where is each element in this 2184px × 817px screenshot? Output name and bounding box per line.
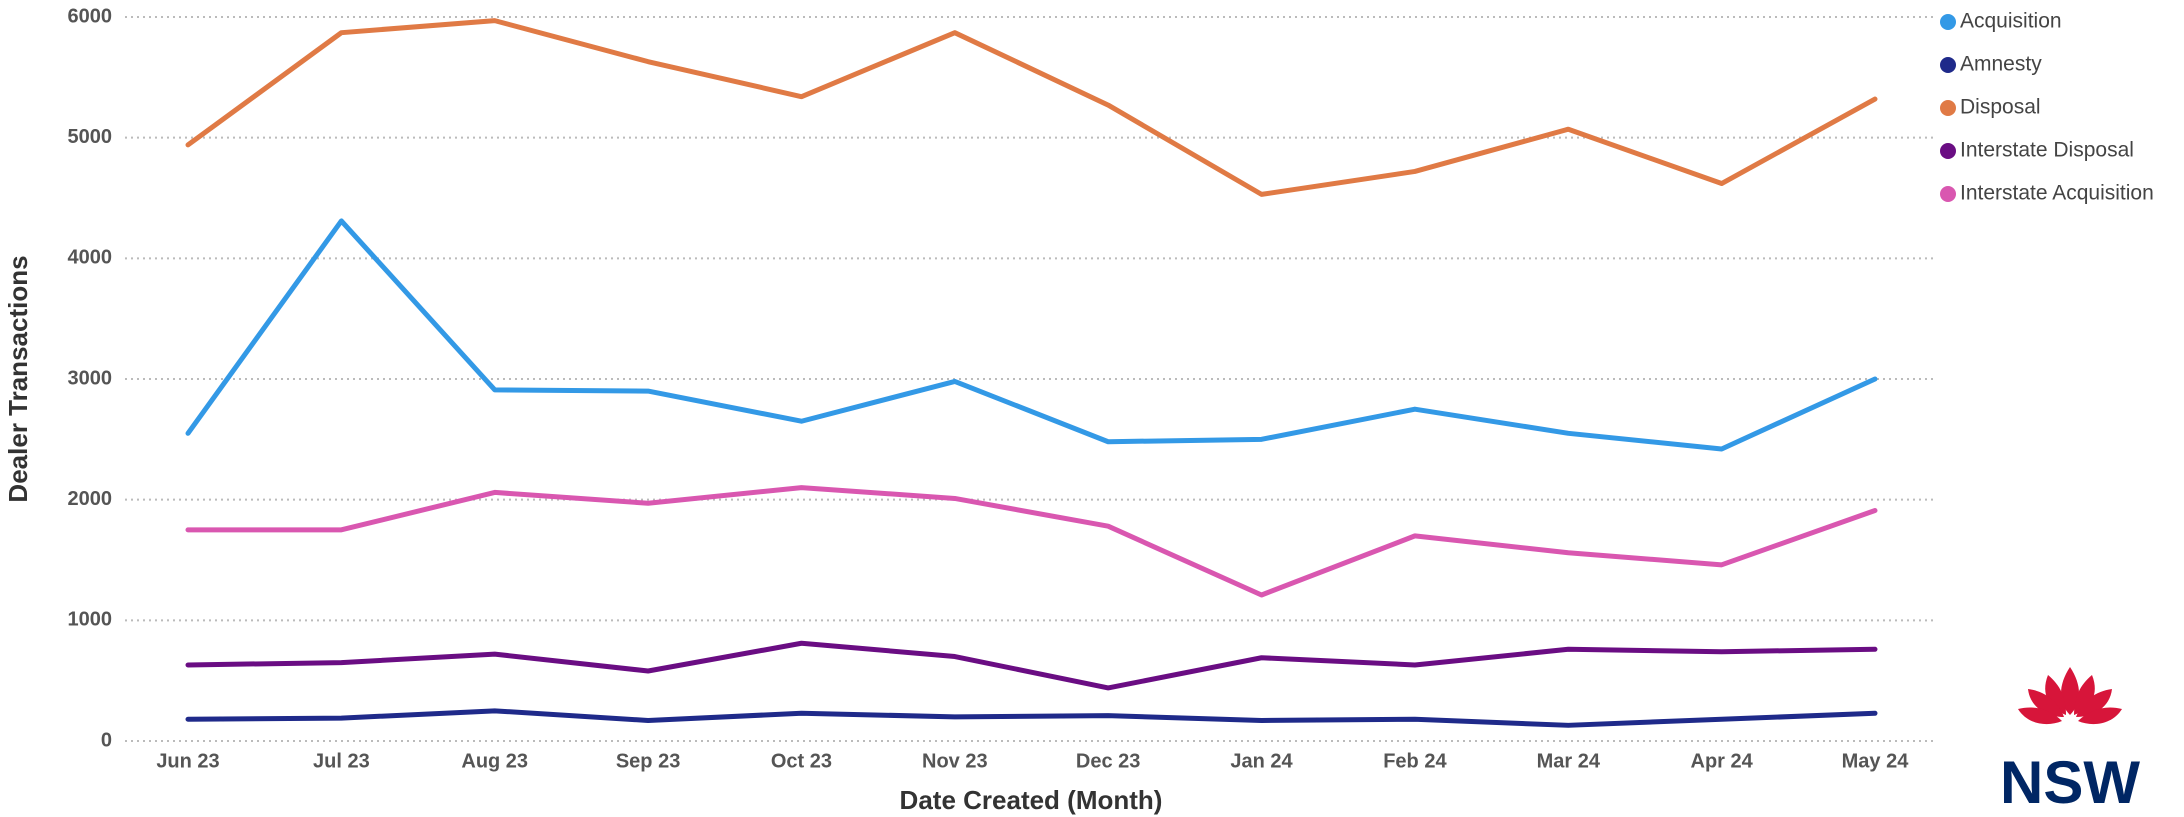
x-tick-label: May 24 — [1842, 750, 1910, 772]
x-tick-label: Jan 24 — [1230, 750, 1293, 772]
y-tick-label: 5000 — [68, 126, 113, 148]
series-line — [185, 708, 1878, 728]
y-axis-title: Dealer Transactions — [3, 255, 33, 502]
legend-marker — [1940, 100, 1956, 116]
x-tick-label: Apr 24 — [1691, 750, 1754, 772]
logo-text: NSW — [2000, 749, 2140, 816]
legend-label: Interstate Acquisition — [1960, 182, 2154, 205]
legend-label: Interstate Disposal — [1960, 139, 2134, 162]
y-tick-label: 2000 — [68, 488, 113, 510]
x-tick-label: Feb 24 — [1383, 750, 1447, 772]
y-tick-label: 4000 — [68, 247, 113, 269]
nsw-logo: NSW — [2000, 667, 2140, 816]
x-tick-label: Jul 23 — [313, 750, 370, 772]
legend-marker — [1940, 57, 1956, 73]
legend-label: Amnesty — [1960, 53, 2042, 76]
y-tick-label: 1000 — [68, 609, 113, 631]
series-line — [185, 218, 1878, 452]
y-tick-label: 3000 — [68, 367, 113, 389]
legend-label: Disposal — [1960, 96, 2041, 119]
x-tick-label: Nov 23 — [922, 750, 988, 772]
legend-label: Acquisition — [1960, 10, 2062, 33]
legend-marker — [1940, 143, 1956, 159]
series-line — [185, 18, 1878, 197]
x-tick-label: Mar 24 — [1537, 750, 1601, 772]
y-tick-label: 6000 — [68, 5, 113, 27]
legend-marker — [1940, 14, 1956, 30]
x-tick-label: Dec 23 — [1076, 750, 1141, 772]
legend-marker — [1940, 186, 1956, 202]
x-tick-label: Sep 23 — [616, 750, 680, 772]
x-tick-label: Oct 23 — [771, 750, 832, 772]
x-tick-label: Jun 23 — [156, 750, 219, 772]
series-line — [185, 640, 1878, 691]
y-tick-label: 0 — [101, 729, 112, 751]
x-tick-label: Aug 23 — [461, 750, 528, 772]
x-axis-title: Date Created (Month) — [900, 785, 1163, 815]
series-line — [185, 485, 1878, 598]
